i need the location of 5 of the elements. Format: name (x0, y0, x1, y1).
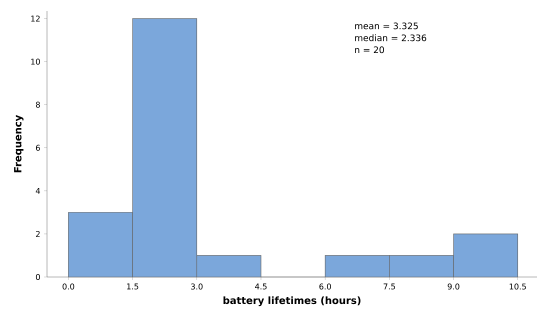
annotation: median = 2.336 (355, 34, 426, 42)
annotation: n = 20 (355, 46, 384, 54)
annotation: mean = 3.325 (355, 22, 418, 30)
x-axis-title: battery lifetimes (hours) (224, 296, 360, 306)
y-axis-title: Frequency (14, 115, 24, 172)
